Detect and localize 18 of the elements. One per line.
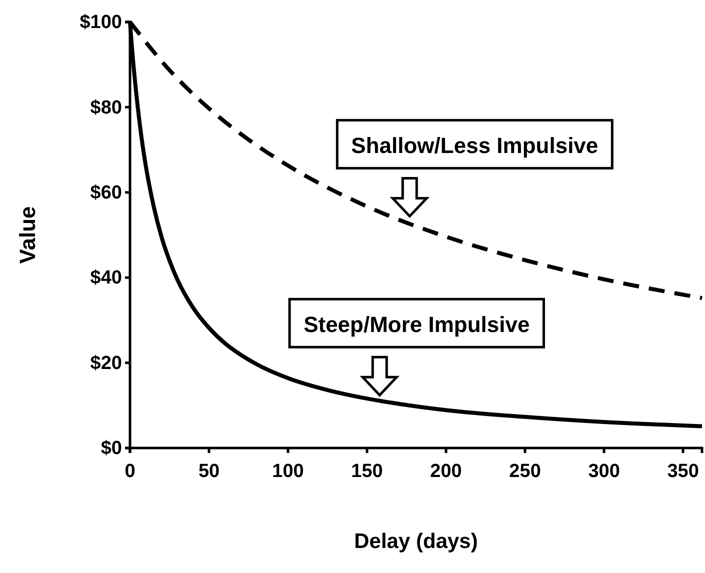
x-tick-label: 250 bbox=[509, 460, 541, 482]
x-tick-label: 150 bbox=[351, 460, 383, 482]
y-tick-label: $20 bbox=[90, 352, 122, 374]
x-axis-title: Delay (days) bbox=[354, 530, 478, 553]
y-tick-label: $80 bbox=[90, 97, 122, 118]
y-tick-label: $0 bbox=[100, 438, 122, 460]
annotation: Steep/More Impulsive bbox=[304, 312, 530, 338]
x-tick-label: 0 bbox=[124, 460, 136, 482]
annotation: Shallow/Less Impulsive bbox=[351, 133, 598, 158]
x-tick-label: 350 bbox=[667, 460, 699, 482]
y-axis-title: Value bbox=[15, 206, 40, 264]
x-tick-label: 300 bbox=[588, 460, 620, 482]
y-tick-label: $60 bbox=[90, 182, 122, 204]
x-tick-label: 200 bbox=[430, 460, 462, 482]
x-tick-label: 50 bbox=[198, 460, 220, 482]
y-tick-label: $40 bbox=[90, 268, 122, 289]
x-tick-label: 100 bbox=[272, 460, 304, 482]
y-tick-label: $100 bbox=[80, 12, 122, 34]
